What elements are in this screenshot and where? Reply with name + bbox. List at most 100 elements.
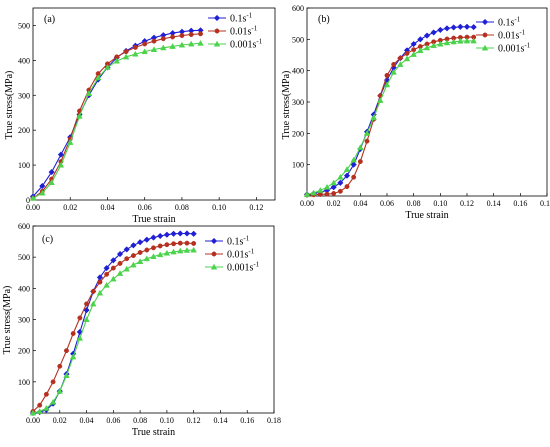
y-tick-label: 400 [18,284,30,293]
data-point [351,174,357,180]
data-point [188,32,194,37]
x-tick-label: 0.00 [26,203,40,212]
legend-marker [481,18,489,26]
legend-label: 0.001s-1 [498,42,531,55]
data-point [150,46,158,52]
x-tick-label: 0.18 [267,416,281,425]
data-point [130,253,136,259]
data-point [343,166,351,172]
y-axis-label: True stress(MPa) [2,286,13,355]
data-point [183,230,191,237]
data-point [84,301,90,307]
data-point [160,36,166,42]
data-point [142,41,148,47]
data-point [76,112,83,119]
x-tick-label: 0.14 [213,416,227,425]
data-point [48,179,55,185]
series-0.01s-1 [30,240,197,414]
data-point [197,39,204,46]
y-tick-label: 100 [292,161,304,170]
series-line [306,26,474,195]
x-tick-label: 0.10 [433,199,447,208]
legend-label-base: 0.1s [498,18,515,29]
legend-label-sup: -1 [514,16,520,24]
y-tick-label: 400 [292,67,304,76]
series-line [306,36,474,196]
x-tick-label: 0.16 [513,199,527,208]
data-point [177,247,184,254]
legend-label: 0.1s-1 [498,16,521,29]
data-point [136,258,144,264]
y-tick-label: 300 [18,316,30,325]
data-point [50,379,56,385]
x-tick-label: 0.10 [160,416,174,425]
data-point [450,24,457,31]
y-axis-label: True stress(MPa) [281,71,292,140]
data-point [443,39,451,46]
series-0.01s-1 [304,34,477,198]
data-point [330,184,337,191]
series-0.1s-1 [303,23,477,198]
data-point [76,334,84,341]
x-tick-label: 0.18 [540,199,550,208]
data-point [437,40,444,47]
data-point [104,271,110,277]
data-point [122,53,130,60]
series-0.001s-1 [29,246,197,416]
data-point [343,172,351,179]
data-point [179,33,185,39]
legend-marker [213,14,221,22]
data-point [417,36,424,43]
data-point [317,187,324,193]
y-tick-label: 500 [18,253,30,262]
data-point [77,315,83,321]
data-point [103,281,110,288]
data-point [76,328,84,336]
data-point [85,90,93,96]
y-tick-label: 100 [18,161,30,170]
data-point [39,189,46,196]
data-point [437,26,444,34]
x-tick-label: 0.06 [380,199,394,208]
series-line [32,42,201,199]
data-point [470,23,477,31]
data-point [357,159,363,164]
legend: 0.1s-10.01s-10.001s-1 [208,12,263,51]
data-point [96,289,104,296]
data-point [67,139,74,145]
y-tick-label: 300 [292,98,304,107]
x-tick-label: 0.04 [353,199,367,208]
data-point [103,264,110,272]
data-point [123,246,130,253]
legend-label: 0.01s-1 [227,248,255,261]
legend-label-base: 0.1s [230,14,247,25]
data-point [357,144,364,150]
legend-label-base: 0.01s [230,27,252,38]
data-point [116,250,124,258]
data-point [190,246,197,253]
data-point [169,43,176,49]
legend-marker [213,40,221,47]
x-tick-label: 0.04 [100,203,114,212]
data-point [337,173,344,180]
data-point [330,179,337,186]
legend-marker [210,263,218,270]
data-point [417,47,424,54]
data-point [36,408,43,414]
legend-marker [482,32,488,38]
y-tick-label: 200 [18,126,30,135]
data-point [350,161,357,168]
y-tick-label: 500 [18,21,30,30]
legend-marker [481,44,489,51]
x-tick-label: 0.12 [187,416,201,425]
x-tick-label: 0.12 [460,199,474,208]
data-point [430,29,437,36]
data-point [310,189,317,196]
x-tick-label: 0.02 [53,416,67,425]
data-point [178,41,186,48]
data-point [191,241,197,246]
y-tick-label: 100 [18,378,30,387]
data-point [404,50,410,56]
x-tick-label: 0.08 [133,416,147,425]
